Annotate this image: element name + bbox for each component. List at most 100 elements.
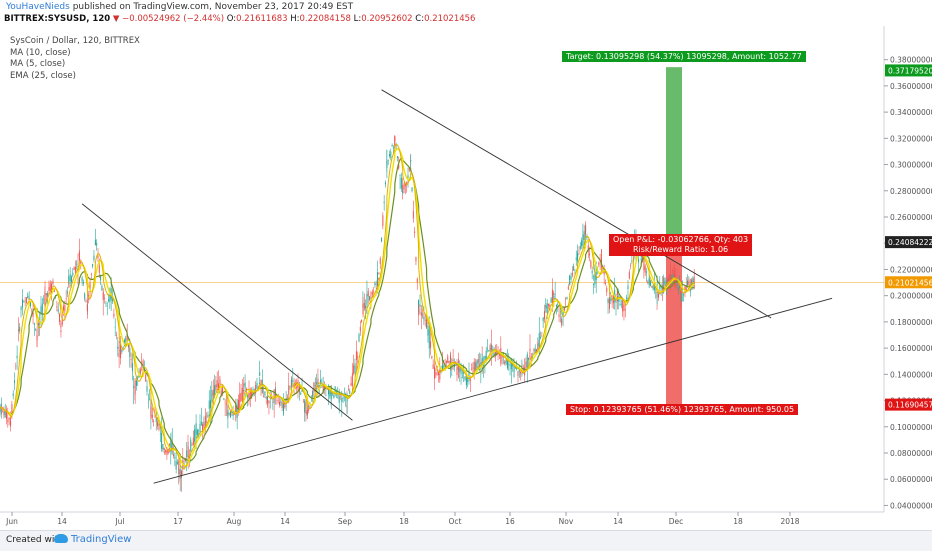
candle-body (57, 309, 59, 312)
candle-body (476, 360, 478, 370)
legend-ma10[interactable]: MA (10, close) (10, 47, 71, 58)
candle-body (280, 401, 282, 403)
candle-body (49, 283, 51, 291)
pnl-box[interactable]: Open P&L: -0.03062766, Qty: 403 Risk/Rew… (609, 234, 753, 256)
candle-body (569, 275, 571, 280)
candle-body (434, 366, 436, 379)
candle-body (317, 378, 319, 388)
candle-body (39, 322, 41, 324)
candle-body (277, 400, 279, 402)
candle-body (90, 274, 92, 275)
candle-body (667, 277, 669, 282)
candle-body (276, 400, 278, 402)
target-label[interactable]: Target: 0.13095298 (54.37%) 13095298, Am… (562, 51, 806, 62)
candle-body (491, 344, 493, 352)
candle-body (389, 154, 390, 157)
low-label: L: (353, 14, 362, 24)
candle-body (367, 291, 369, 297)
candle-body (306, 409, 308, 415)
candle-body (520, 371, 522, 374)
candle-body (375, 284, 377, 285)
trendline (381, 89, 772, 319)
candle-body (533, 349, 535, 351)
candle-body (407, 175, 409, 178)
candle-body (561, 320, 563, 322)
candle-body (567, 286, 569, 290)
candle-body (573, 266, 575, 271)
candle-body (668, 274, 670, 287)
candle-body (19, 327, 21, 332)
candle-body (118, 350, 120, 352)
candle-body (15, 366, 17, 368)
candle-body (74, 267, 76, 273)
candle-body (216, 380, 218, 388)
price-tag (885, 276, 932, 289)
candle-body (508, 363, 510, 365)
open-value: 0.21611683 (236, 14, 288, 24)
candle-body (267, 400, 269, 403)
candle-body (129, 347, 131, 357)
candle-body (37, 323, 39, 327)
candle-body (79, 255, 80, 261)
tradingview-logo[interactable]: TradingView (54, 534, 131, 545)
candle-body (467, 377, 469, 382)
candle-body (10, 420, 12, 426)
stop-label[interactable]: Stop: 0.12393765 (51.46%) 12393765, Amou… (566, 404, 799, 415)
y-tick-label: 0.32000000 (890, 134, 932, 143)
candle-body (457, 370, 459, 372)
candle-body (202, 423, 204, 433)
candle-body (196, 429, 198, 435)
candle-body (638, 259, 640, 262)
candle-body (261, 379, 263, 394)
candle-body (525, 361, 527, 368)
candle-body (534, 348, 536, 354)
candle-body (23, 301, 25, 303)
candle-body (526, 354, 528, 368)
candle-body (363, 302, 365, 309)
candle-body (687, 280, 689, 286)
candle-body (582, 234, 584, 246)
candle-body (402, 191, 404, 193)
candle-body (362, 303, 364, 315)
candle-body (289, 386, 291, 388)
candle-body (607, 298, 609, 304)
candle-body (374, 282, 376, 285)
candle-body (157, 421, 159, 427)
candle-body (44, 292, 46, 303)
price-chart[interactable]: 0.38000000 0.36000000 0.34000000 0.32000000… (0, 26, 932, 530)
candle-body (418, 308, 420, 316)
candle-body (569, 281, 571, 285)
candle-body (94, 239, 96, 245)
candle-body (350, 383, 352, 386)
legend-ema25[interactable]: EMA (25, close) (10, 70, 76, 81)
candle-body (626, 297, 628, 300)
price-tag (885, 398, 932, 411)
candle-body (31, 308, 33, 310)
candle-body (191, 445, 193, 446)
candle-body (179, 468, 181, 479)
candle-body (438, 372, 439, 376)
candle-body (139, 369, 141, 374)
candle-body (105, 303, 107, 304)
candle-body (40, 306, 42, 315)
candle-body (121, 349, 123, 353)
author-link[interactable]: YouHaveNieds (6, 2, 70, 12)
candle-body (199, 423, 201, 433)
candle-body (316, 382, 318, 385)
candle-body (483, 364, 485, 367)
candle-body (611, 299, 613, 301)
candle-body (541, 332, 543, 334)
candle-body (590, 260, 592, 267)
candle-body (28, 297, 30, 299)
candle-body (341, 398, 343, 403)
legend-ma5[interactable]: MA (5, close) (10, 59, 66, 69)
candle-body (609, 299, 610, 309)
y-tick-label: 0.10000000 (890, 423, 932, 432)
candle-body (489, 348, 491, 350)
candle-body (566, 297, 568, 299)
candle-body (514, 367, 516, 369)
candle-body (237, 399, 239, 409)
x-tick-label: Dec (669, 517, 684, 526)
candle-body (501, 356, 503, 358)
candle-body (685, 284, 687, 291)
